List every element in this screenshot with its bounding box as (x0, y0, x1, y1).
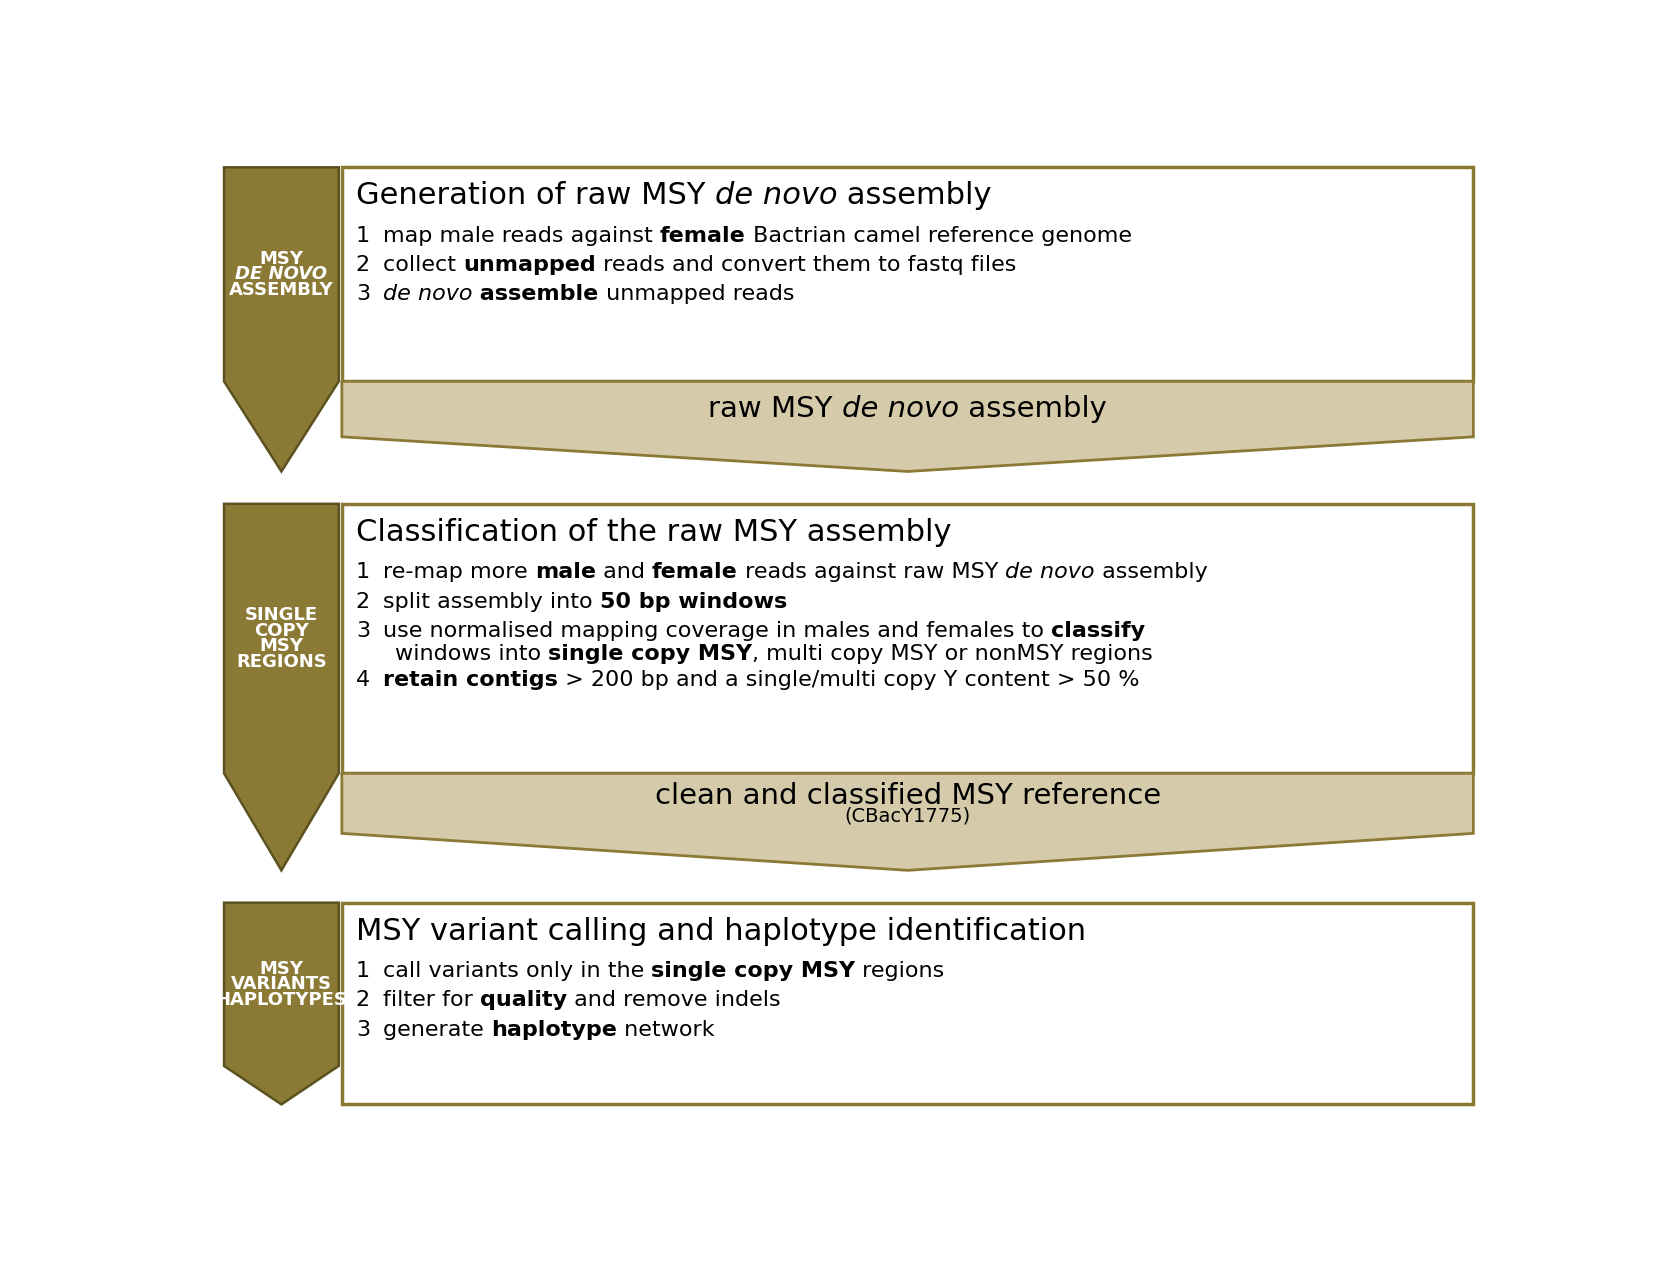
Text: MSY: MSY (260, 249, 303, 268)
Polygon shape (341, 381, 1473, 471)
Polygon shape (223, 903, 339, 1104)
Text: retain contigs: retain contigs (382, 670, 558, 690)
Text: regions: regions (856, 961, 943, 981)
Text: female: female (659, 225, 745, 246)
Text: and remove indels: and remove indels (566, 990, 780, 1010)
Text: call variants only in the: call variants only in the (382, 961, 650, 981)
FancyBboxPatch shape (341, 504, 1473, 774)
Text: VARIANTS: VARIANTS (230, 975, 331, 994)
Text: de novo: de novo (715, 181, 837, 210)
Text: use normalised mapping coverage in males and females to: use normalised mapping coverage in males… (382, 620, 1051, 641)
Text: 1: 1 (356, 562, 369, 582)
Text: assembly: assembly (1094, 562, 1206, 582)
Text: de novo: de novo (1005, 562, 1094, 582)
Text: reads and convert them to fastq files: reads and convert them to fastq files (596, 256, 1016, 275)
Text: COPY: COPY (253, 622, 308, 639)
Polygon shape (223, 167, 339, 471)
Text: SINGLE: SINGLE (245, 606, 318, 624)
Text: de novo: de novo (841, 395, 958, 423)
Text: 3: 3 (356, 620, 369, 641)
Text: male: male (535, 562, 596, 582)
Text: 2: 2 (356, 591, 369, 611)
Text: 2: 2 (356, 990, 369, 1010)
Text: assemble: assemble (472, 285, 599, 304)
Text: split assembly into: split assembly into (382, 591, 599, 611)
Text: single copy MSY: single copy MSY (548, 644, 751, 663)
Text: map male reads against: map male reads against (382, 225, 659, 246)
Text: 2: 2 (356, 256, 369, 275)
Text: unmapped: unmapped (463, 256, 596, 275)
Text: MSY: MSY (260, 637, 303, 656)
Text: network: network (616, 1019, 713, 1039)
Text: raw MSY: raw MSY (708, 395, 841, 423)
Text: , multi copy MSY or nonMSY regions: , multi copy MSY or nonMSY regions (751, 644, 1152, 663)
Text: Generation of raw MSY: Generation of raw MSY (356, 181, 715, 210)
Text: collect: collect (382, 256, 463, 275)
Text: assembly: assembly (958, 395, 1106, 423)
Text: ASSEMBLY: ASSEMBLY (228, 281, 334, 299)
Text: 50 bp windows: 50 bp windows (599, 591, 786, 611)
Text: MSY: MSY (260, 960, 303, 977)
Text: re-map more: re-map more (382, 562, 535, 582)
Text: clean and classified MSY reference: clean and classified MSY reference (654, 781, 1160, 810)
Text: 3: 3 (356, 1019, 369, 1039)
Text: (CBacY1775): (CBacY1775) (844, 806, 970, 825)
FancyBboxPatch shape (341, 167, 1473, 381)
Text: DE NOVO: DE NOVO (235, 266, 328, 284)
Polygon shape (223, 504, 339, 870)
Text: classify: classify (1051, 620, 1145, 641)
Text: Classification of the raw MSY assembly: Classification of the raw MSY assembly (356, 518, 950, 547)
Text: single copy MSY: single copy MSY (650, 961, 856, 981)
Text: 1: 1 (356, 225, 369, 246)
Text: generate: generate (382, 1019, 490, 1039)
Text: assembly: assembly (837, 181, 991, 210)
Text: reads against raw MSY: reads against raw MSY (736, 562, 1005, 582)
Text: > 200 bp and a single/multi copy Y content > 50 %: > 200 bp and a single/multi copy Y conte… (558, 670, 1139, 690)
Text: 3: 3 (356, 285, 369, 304)
Text: haplotype: haplotype (490, 1019, 616, 1039)
Text: unmapped reads: unmapped reads (599, 285, 794, 304)
Text: filter for: filter for (382, 990, 480, 1010)
Text: female: female (652, 562, 736, 582)
Text: 4: 4 (356, 670, 369, 690)
Text: REGIONS: REGIONS (237, 653, 326, 671)
Text: MSY variant calling and haplotype identification: MSY variant calling and haplotype identi… (356, 917, 1086, 946)
Text: de novo: de novo (382, 285, 472, 304)
Text: 1: 1 (356, 961, 369, 981)
Text: windows into: windows into (394, 644, 548, 663)
FancyBboxPatch shape (341, 903, 1473, 1104)
Text: HAPLOTYPES: HAPLOTYPES (215, 991, 348, 1009)
Text: quality: quality (480, 990, 566, 1010)
Text: and: and (596, 562, 652, 582)
Polygon shape (341, 774, 1473, 870)
Text: Bactrian camel reference genome: Bactrian camel reference genome (745, 225, 1130, 246)
